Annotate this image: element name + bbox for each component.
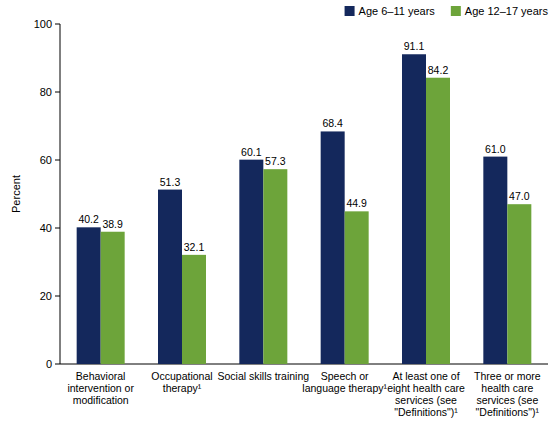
label-line: "Definitions")¹ (394, 406, 458, 418)
bars (77, 54, 532, 364)
data-label: 61.0 (485, 143, 506, 155)
bar (402, 54, 426, 364)
data-label: 32.1 (184, 241, 205, 253)
x-axis (60, 364, 548, 365)
x-tick-label: Behavioralintervention ormodification (67, 370, 134, 406)
legend-label: Age 6–11 years (359, 5, 436, 17)
bar (483, 157, 507, 364)
label-line: Three or more (474, 370, 541, 382)
data-label: 44.9 (346, 197, 367, 209)
label-line: eight health care (387, 382, 465, 394)
y-tick (55, 296, 60, 297)
data-label: 84.2 (428, 64, 449, 76)
data-labels: 40.2 51.3 60.1 68.4 91.1 61.0 38.9 32.1 57.3 44.9… (78, 40, 529, 253)
label-line: services (see (395, 394, 457, 406)
chart: 0 20 40 60 80 100 Percent 40.2 51.3 60.1 68.4 91.1 6… (0, 0, 560, 431)
bar (426, 78, 450, 364)
bar (77, 227, 101, 364)
label-line: intervention or (67, 382, 134, 394)
data-label: 57.3 (265, 155, 286, 167)
y-axis (60, 24, 61, 364)
x-tick-label: Three or morehealth careservices (see"De… (474, 370, 541, 418)
label-line: health care (481, 382, 533, 394)
label-line: Speech or (321, 370, 369, 382)
label-line: Behavioral (76, 370, 126, 382)
data-label: 38.9 (102, 218, 123, 230)
y-tick-label: 100 (34, 18, 52, 30)
legend-item: Age 12–17 years (451, 5, 549, 17)
data-label: 47.0 (509, 190, 530, 202)
y-tick-label: 20 (40, 290, 52, 302)
x-tick-label: Occupationaltherapy¹ (151, 370, 212, 394)
y-tick (55, 364, 60, 365)
label-line: language therapy¹ (302, 382, 387, 394)
data-label: 91.1 (404, 40, 425, 52)
label-line: modification (73, 394, 129, 406)
y-tick (55, 92, 60, 93)
legend-swatch (451, 6, 461, 16)
x-tick-label: At least one ofeight health careservices… (387, 370, 465, 418)
data-label: 68.4 (322, 117, 343, 129)
label-line: Occupational (151, 370, 212, 382)
y-tick (55, 228, 60, 229)
label-line: therapy¹ (163, 382, 202, 394)
legend-item: Age 6–11 years (345, 5, 436, 17)
label-line: "Definitions")¹ (476, 406, 540, 418)
legend-swatch (345, 6, 355, 16)
bar (507, 204, 531, 364)
bar (239, 160, 263, 364)
y-tick-label: 60 (40, 154, 52, 166)
label-line: services (see (476, 394, 538, 406)
bar (101, 232, 125, 364)
label-line: At least one of (392, 370, 459, 382)
label-line: Social skills training (218, 370, 310, 382)
data-label: 60.1 (241, 146, 262, 158)
bar (345, 211, 369, 364)
y-tick-label: 0 (46, 358, 52, 370)
data-label: 40.2 (78, 213, 99, 225)
bar (321, 131, 345, 364)
y-tick (55, 24, 60, 25)
data-label: 51.3 (160, 176, 181, 188)
x-tick-label: Social skills training (218, 370, 310, 382)
bar (182, 255, 206, 364)
x-tick-label: Speech orlanguage therapy¹ (302, 370, 387, 394)
legend-label: Age 12–17 years (465, 5, 549, 17)
bar (263, 169, 287, 364)
legend: Age 6–11 years Age 12–17 years (345, 5, 549, 17)
y-axis-label: Percent (10, 175, 22, 213)
y-tick-label: 40 (40, 222, 52, 234)
y-tick (55, 160, 60, 161)
bar (158, 190, 182, 364)
y-tick-label: 80 (40, 86, 52, 98)
